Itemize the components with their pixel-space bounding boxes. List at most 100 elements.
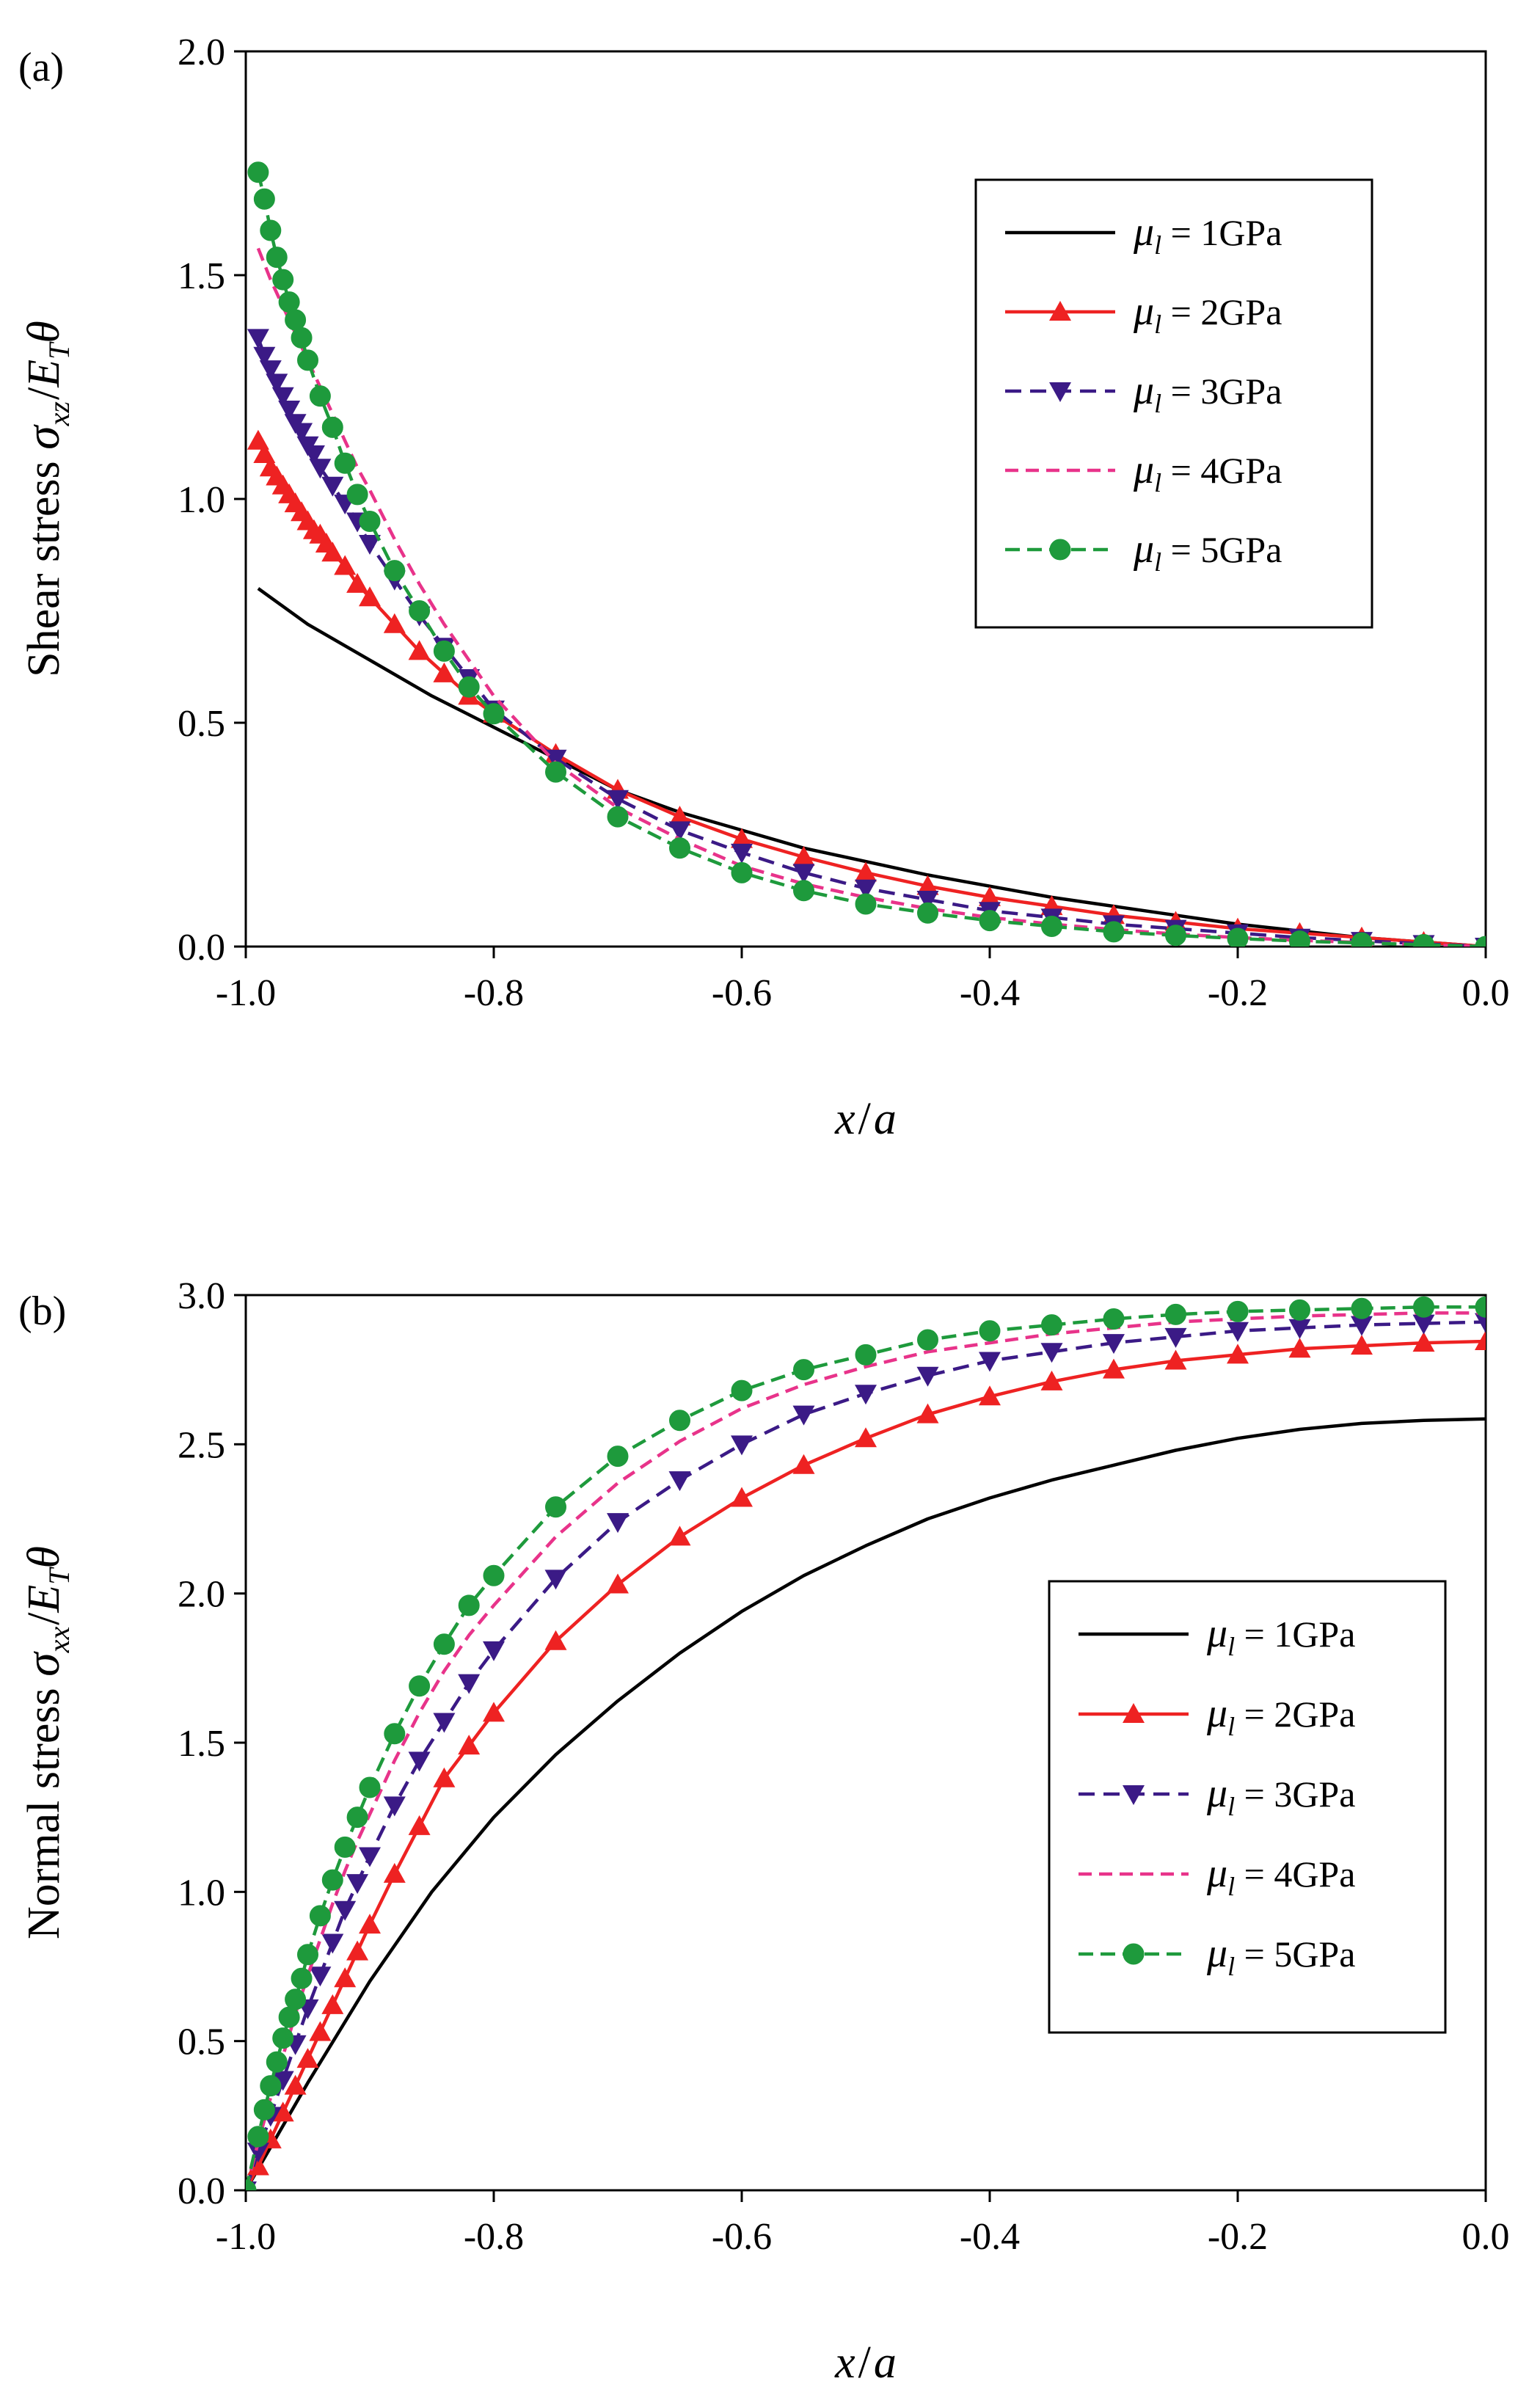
y-tick-label: 0.5 [178,2022,225,2063]
legend-entry-2GPa: μl = 2GPa [1079,1691,1355,1741]
series-1GPa [246,1417,1486,2190]
data-point [916,875,939,895]
legend-entry-3GPa: μl = 3GPa [1005,368,1282,418]
data-point [1475,1313,1486,1333]
data-point [433,1767,456,1787]
data-point [544,1630,567,1650]
series-line [246,1417,1486,2190]
data-point [607,790,629,810]
legend-label: μl = 2GPa [1133,288,1282,339]
data-point [260,2075,282,2097]
data-point [1227,1300,1249,1322]
data-point [383,613,406,633]
data-point [309,2021,332,2041]
y-tick-label: 2.0 [178,32,225,73]
data-point [346,1940,369,1961]
data-point [1289,1299,1310,1321]
legend-entry-5GPa: μl = 5GPa [1005,526,1282,577]
data-point [483,1702,505,1722]
data-point [359,1847,381,1867]
data-point [979,910,1001,932]
data-point [483,1641,505,1661]
data-point [278,401,301,420]
data-point [359,1776,381,1798]
data-point [458,1674,481,1694]
series-line [246,1311,1486,2190]
legend-marker [1123,1943,1145,1965]
data-point [458,1735,481,1755]
legend: μl = 1GPa μl = 2GPa μl = 3GPa μl = 4GPa μl =… [1048,1580,1447,2034]
x-tick-label: 0.0 [1462,2216,1510,2258]
y-tick-label: 1.0 [178,1872,225,1914]
data-point [1227,1322,1249,1342]
data-point [383,1796,406,1817]
data-point [321,476,344,497]
data-point [409,600,431,621]
series-line [246,1320,1486,2190]
data-point [271,387,294,407]
data-point [1165,1303,1186,1325]
x-tick-label: 0.0 [1462,972,1510,1014]
data-point [1288,1319,1311,1339]
data-point [408,640,431,660]
x-tick-label: -0.4 [960,2216,1020,2258]
series-5GPa [247,161,1486,947]
data-point [1165,925,1186,947]
legend-label: μl = 3GPa [1206,1771,1355,1821]
y-tick-label: 2.5 [178,1424,225,1466]
data-point [321,1933,344,1954]
data-point [1041,916,1062,938]
data-point [1164,1327,1187,1348]
data-point [266,373,288,394]
data-point [408,1815,431,1835]
data-point [297,1944,318,1966]
data-point [1288,1338,1311,1358]
data-point [433,640,455,662]
legend-label: μl = 2GPa [1206,1691,1355,1741]
data-point [1103,921,1125,943]
legend-entry-1GPa: μl = 1GPa [1079,1611,1355,1661]
data-point [253,188,275,210]
data-point [246,2179,257,2190]
data-point [1103,1334,1125,1355]
series-4GPa [246,1311,1486,2190]
legend-marker [1049,382,1071,402]
data-point [792,1405,815,1426]
data-point [668,1525,691,1546]
y-axis-title: Shear stress σxz/ETθ [16,321,76,677]
x-tick-label: -0.4 [960,972,1020,1014]
data-point [247,2143,269,2163]
data-point [1351,1297,1373,1319]
data-point [346,572,369,593]
legend-entry-4GPa: μl = 4GPa [1079,1851,1355,1901]
data-point [669,1410,690,1432]
legend: μl = 1GPa μl = 2GPa μl = 3GPa μl = 4GPa μl =… [974,178,1373,629]
legend-entry-5GPa: μl = 5GPa [1079,1931,1355,1981]
x-tick-label: -0.6 [712,2216,772,2258]
data-point [793,880,814,902]
data-point [855,1427,877,1448]
data-point [668,1471,691,1492]
data-point [359,535,381,555]
legend-marker [1123,1703,1145,1723]
data-point [607,1446,629,1468]
data-point [855,893,877,915]
y-axis-title: Normal stress σxx/ETθ [16,1546,76,1939]
x-tick-label: -0.8 [464,2216,524,2258]
data-point [253,2099,275,2121]
data-point [607,1513,629,1534]
data-point [291,423,313,443]
y-tick-label: 0.0 [178,2170,225,2212]
legend-label: μl = 1GPa [1206,1611,1355,1661]
y-tick-label: 2.0 [178,1574,225,1616]
legend-entry-4GPa: μl = 4GPa [1005,447,1282,497]
data-point [309,459,332,479]
data-point [309,385,331,407]
legend-label: μl = 4GPa [1133,447,1282,497]
data-point [1475,936,1486,947]
legend-entry-1GPa: μl = 1GPa [1005,209,1282,260]
data-point [731,1487,753,1507]
series-line [257,587,1486,947]
x-tick-label: -0.2 [1208,2216,1268,2258]
data-point [1040,1343,1063,1363]
